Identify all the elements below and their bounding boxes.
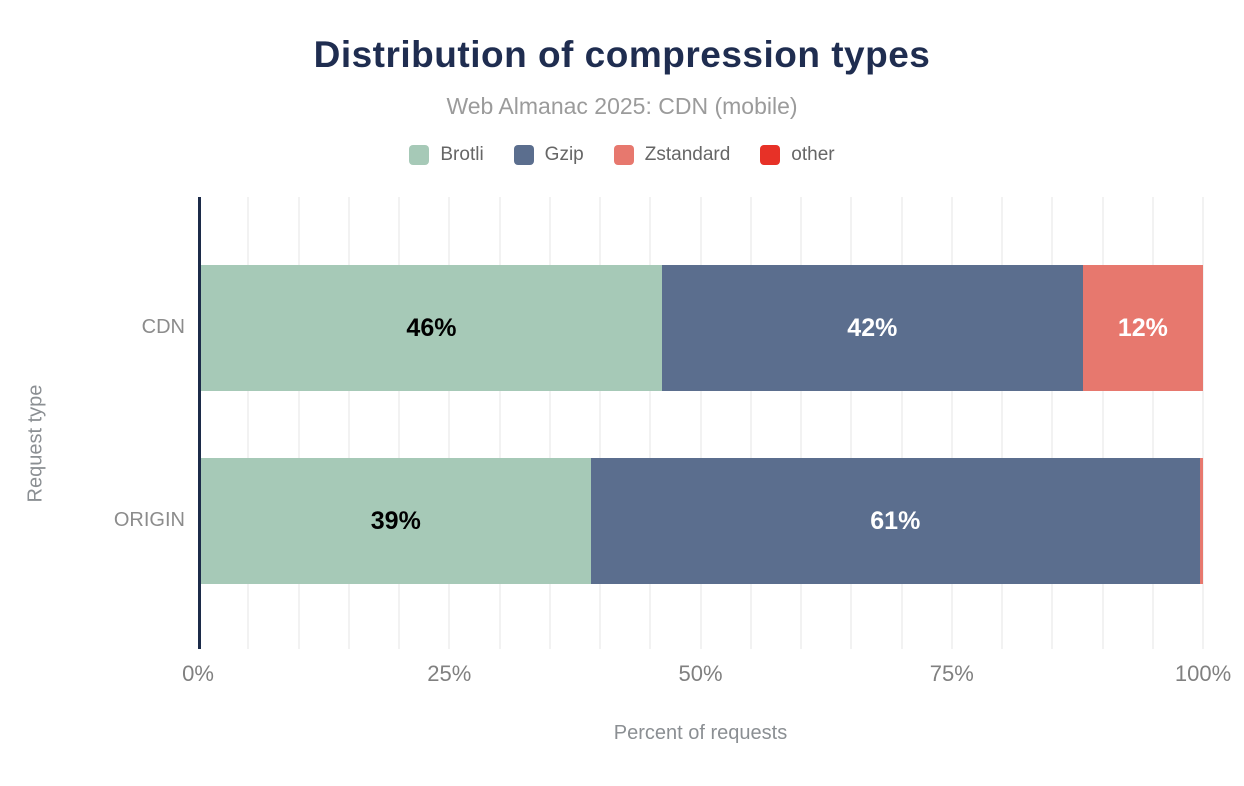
bar-value-label: 61% <box>870 506 921 535</box>
legend-swatch-gzip <box>513 145 534 165</box>
gridline <box>800 197 802 649</box>
legend-item-zstandard[interactable]: Zstandard <box>613 144 731 166</box>
gridline <box>900 197 903 649</box>
gridline <box>297 197 300 649</box>
gridline <box>649 197 652 649</box>
gridline <box>548 197 551 649</box>
bar-segment-origin-gzip[interactable]: 61% <box>590 458 1201 584</box>
gridline <box>950 197 953 649</box>
gridline <box>599 197 601 649</box>
legend-label: Brotli <box>440 144 484 165</box>
gridline <box>1051 197 1054 649</box>
y-category-label-origin: ORIGIN <box>113 509 185 531</box>
gridline <box>1101 197 1104 649</box>
gridline <box>699 197 702 649</box>
x-tick-label-0: 0% <box>182 661 214 686</box>
y-axis-title: Request type <box>24 384 47 503</box>
bar-segment-origin-brotli[interactable]: 39% <box>201 458 591 584</box>
legend-item-brotli[interactable]: Brotli <box>409 144 484 166</box>
legend-label: Gzip <box>544 144 584 165</box>
legend-swatch-other <box>760 145 781 165</box>
legend-swatch-zstandard <box>613 145 634 165</box>
gridline <box>498 197 501 649</box>
bar-value-label: 12% <box>1117 313 1168 342</box>
chart-subtitle: Web Almanac 2025: CDN (mobile) <box>446 93 798 119</box>
bar-row-cdn: 46% 42% 12% <box>201 265 1203 391</box>
gridline <box>850 197 853 649</box>
chart-legend: Brotli Gzip Zstandard other <box>0 144 1244 166</box>
x-tick-label-100: 100% <box>1174 661 1232 686</box>
y-category-label-cdn: CDN <box>141 316 185 338</box>
bar-segment-cdn-zstandard[interactable]: 12% <box>1082 265 1203 391</box>
x-tick-label-25: 25% <box>427 661 472 686</box>
legend-label: other <box>791 144 835 165</box>
gridline <box>247 197 250 649</box>
gridline <box>448 197 451 649</box>
gridline <box>398 197 400 649</box>
gridline <box>1151 197 1154 649</box>
bar-segment-cdn-gzip[interactable]: 42% <box>661 265 1083 391</box>
y-axis-line <box>198 197 201 649</box>
bar-value-label: 42% <box>847 313 898 342</box>
bar-row-origin: 39% 61% <box>201 458 1203 584</box>
legend-item-gzip[interactable]: Gzip <box>513 144 584 166</box>
legend-swatch-brotli <box>409 145 430 165</box>
gridline <box>1202 197 1204 649</box>
bar-value-label: 39% <box>370 506 421 535</box>
legend-item-other[interactable]: other <box>760 144 835 166</box>
x-tick-label-50: 50% <box>678 661 723 686</box>
bar-segment-origin-zstandard[interactable] <box>1200 458 1203 584</box>
gridline <box>347 197 350 649</box>
x-tick-label-75: 75% <box>929 661 974 686</box>
x-axis-title: Percent of requests <box>613 722 788 744</box>
gridline <box>1001 197 1003 649</box>
bar-segment-cdn-brotli[interactable]: 46% <box>201 265 662 391</box>
gridline <box>749 197 752 649</box>
chart-title: Distribution of compression types <box>313 34 931 75</box>
legend-label: Zstandard <box>644 144 731 165</box>
bar-value-label: 46% <box>406 313 457 342</box>
plot-area: 46% 42% 12% 39% 61% <box>198 197 1204 649</box>
